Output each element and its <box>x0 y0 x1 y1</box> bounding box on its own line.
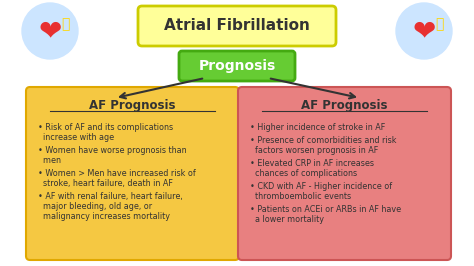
Circle shape <box>396 3 452 59</box>
Text: • Patients on ACEi or ARBs in AF have: • Patients on ACEi or ARBs in AF have <box>250 205 401 214</box>
Circle shape <box>22 3 78 59</box>
Text: Prognosis: Prognosis <box>199 59 275 73</box>
Text: AF Prognosis: AF Prognosis <box>89 98 176 111</box>
Text: stroke, heart failure, death in AF: stroke, heart failure, death in AF <box>38 179 173 188</box>
Text: thromboembolic events: thromboembolic events <box>250 192 351 201</box>
FancyBboxPatch shape <box>238 87 451 260</box>
Text: AF Prognosis: AF Prognosis <box>301 98 388 111</box>
Text: increase with age: increase with age <box>38 133 114 142</box>
Text: • Elevated CRP in AF increases: • Elevated CRP in AF increases <box>250 159 374 168</box>
Text: chances of complications: chances of complications <box>250 169 357 178</box>
Text: • Presence of comorbidities and risk: • Presence of comorbidities and risk <box>250 136 396 145</box>
Text: men: men <box>38 156 61 165</box>
Text: • Women > Men have increased risk of: • Women > Men have increased risk of <box>38 169 196 178</box>
Text: • CKD with AF - Higher incidence of: • CKD with AF - Higher incidence of <box>250 182 392 191</box>
Text: • AF with renal failure, heart failure,: • AF with renal failure, heart failure, <box>38 192 183 201</box>
Text: ❤: ❤ <box>412 17 436 45</box>
Text: • Risk of AF and its complications: • Risk of AF and its complications <box>38 123 173 132</box>
Text: • Higher incidence of stroke in AF: • Higher incidence of stroke in AF <box>250 123 385 132</box>
FancyBboxPatch shape <box>179 51 295 81</box>
FancyBboxPatch shape <box>138 6 336 46</box>
Text: malignancy increases mortality: malignancy increases mortality <box>38 212 170 221</box>
Text: factors worsen prognosis in AF: factors worsen prognosis in AF <box>250 146 378 155</box>
Text: 🩺: 🩺 <box>61 17 69 31</box>
Text: Atrial Fibrillation: Atrial Fibrillation <box>164 19 310 34</box>
FancyBboxPatch shape <box>26 87 239 260</box>
Text: a lower mortality: a lower mortality <box>250 215 324 224</box>
Text: • Women have worse prognosis than: • Women have worse prognosis than <box>38 146 187 155</box>
Text: major bleeding, old age, or: major bleeding, old age, or <box>38 202 152 211</box>
Text: 🩺: 🩺 <box>435 17 443 31</box>
Text: ❤: ❤ <box>38 17 62 45</box>
